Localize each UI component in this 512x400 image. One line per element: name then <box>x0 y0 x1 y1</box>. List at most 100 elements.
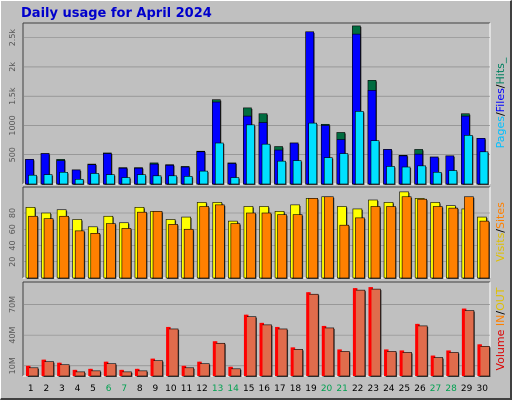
sites-bar <box>370 206 381 279</box>
pages-bar <box>106 174 115 185</box>
sites-bar <box>448 207 459 279</box>
sites-bar <box>28 215 38 279</box>
volume-out-bar <box>415 323 419 376</box>
sites-bar <box>137 211 147 279</box>
volume-out-bar <box>212 341 216 376</box>
sites-bar <box>90 233 101 279</box>
day-label: 9 <box>152 384 158 394</box>
pages-bar <box>90 173 100 185</box>
sites-bar <box>277 214 287 279</box>
volume-out-bar <box>181 365 185 376</box>
volume-out-bar <box>88 368 92 376</box>
volume-out-bar <box>72 369 76 376</box>
sites-bar <box>308 198 319 279</box>
legend-entry: Files <box>494 88 507 112</box>
pages-bar <box>183 176 193 185</box>
sites-bar <box>355 217 365 279</box>
volume-out-bar <box>337 349 341 376</box>
volume-out-bar <box>26 365 29 376</box>
legend-entry: IN <box>494 315 507 330</box>
volume-out-bar <box>306 292 310 376</box>
y-tick-label: 500 <box>8 147 17 162</box>
day-label: 25 <box>399 384 410 394</box>
pages-bar <box>339 153 349 185</box>
pages-bar <box>432 171 442 185</box>
day-label: 22 <box>352 384 363 394</box>
y-tick-label: 80 <box>8 208 17 218</box>
pages-bar <box>386 166 395 185</box>
y-tick-label: 1000 <box>8 115 17 135</box>
pages-bar <box>199 170 209 185</box>
pages-bar <box>292 160 302 185</box>
day-label: 16 <box>259 384 271 394</box>
y-tick-label: 60 <box>8 224 17 234</box>
plot-area-2 <box>23 187 490 278</box>
volume-out-bar <box>243 314 247 376</box>
legend-panel1: Pages/Files/Hits_ <box>494 57 507 148</box>
legend-entry: / <box>494 84 507 88</box>
volume-out-bar <box>399 350 403 376</box>
y-tick-label: 70M <box>8 296 17 313</box>
chart-title: Daily usage for April 2024 <box>21 6 212 21</box>
legend-entry: / <box>494 112 507 116</box>
day-label: 5 <box>90 384 96 394</box>
volume-out-bar <box>384 349 388 376</box>
volume-out-bar <box>197 361 201 376</box>
sites-bar <box>215 204 225 279</box>
volume-out-bar <box>259 322 263 376</box>
pages-bar <box>417 165 426 185</box>
sites-bar <box>432 206 443 279</box>
sites-bar <box>401 196 412 279</box>
day-label: 10 <box>165 384 177 394</box>
y-tick-label: 1.5k <box>8 87 17 105</box>
day-label: 14 <box>227 384 239 394</box>
legend-entry: Pages <box>494 116 507 149</box>
day-label: 24 <box>383 384 395 394</box>
day-label: 19 <box>305 384 317 394</box>
day-label: 3 <box>59 384 65 394</box>
day-label: 30 <box>476 384 488 394</box>
volume-out-bar <box>41 359 45 376</box>
sites-bar <box>339 224 350 279</box>
sites-bar <box>417 198 427 279</box>
volume-out-bar <box>275 326 279 376</box>
volume-out-bar <box>477 344 481 376</box>
volume-out-bar <box>166 326 170 376</box>
pages-bar <box>401 166 411 185</box>
volume-out-bar <box>290 347 294 376</box>
pages-bar <box>323 157 333 185</box>
day-label: 21 <box>336 384 347 394</box>
pages-bar <box>59 171 68 185</box>
pages-bar <box>43 174 53 185</box>
sites-bar <box>59 215 69 279</box>
volume-out-bar <box>430 355 434 376</box>
pages-bar <box>215 142 224 185</box>
y-tick-label: 40M <box>8 326 17 343</box>
pages-bar <box>246 124 255 185</box>
day-label: 11 <box>181 384 192 394</box>
day-label: 2 <box>43 384 49 394</box>
day-label: 15 <box>243 384 254 394</box>
day-label: 29 <box>461 384 473 394</box>
legend-entry: Visits <box>494 232 507 261</box>
pages-bar <box>277 160 286 185</box>
volume-out-bar <box>352 288 356 376</box>
sites-bar <box>230 223 241 279</box>
pages-bar <box>261 143 271 185</box>
day-label: 28 <box>445 384 457 394</box>
pages-bar <box>308 122 318 185</box>
pages-bar <box>464 135 473 185</box>
volume-out-bar <box>119 369 123 376</box>
volume-out-bar <box>321 325 325 376</box>
day-label: 1 <box>28 384 34 394</box>
pages-bar <box>28 174 37 185</box>
legend-panel2: Visits/Sites <box>494 202 507 262</box>
day-label: 18 <box>290 384 302 394</box>
volume-out-bar <box>368 287 372 376</box>
sites-bar <box>479 220 490 279</box>
day-label: 4 <box>75 384 81 394</box>
pages-bar <box>168 175 177 185</box>
y-tick-label: 2.5k <box>8 29 17 47</box>
y-tick-label: 20 <box>8 257 17 267</box>
